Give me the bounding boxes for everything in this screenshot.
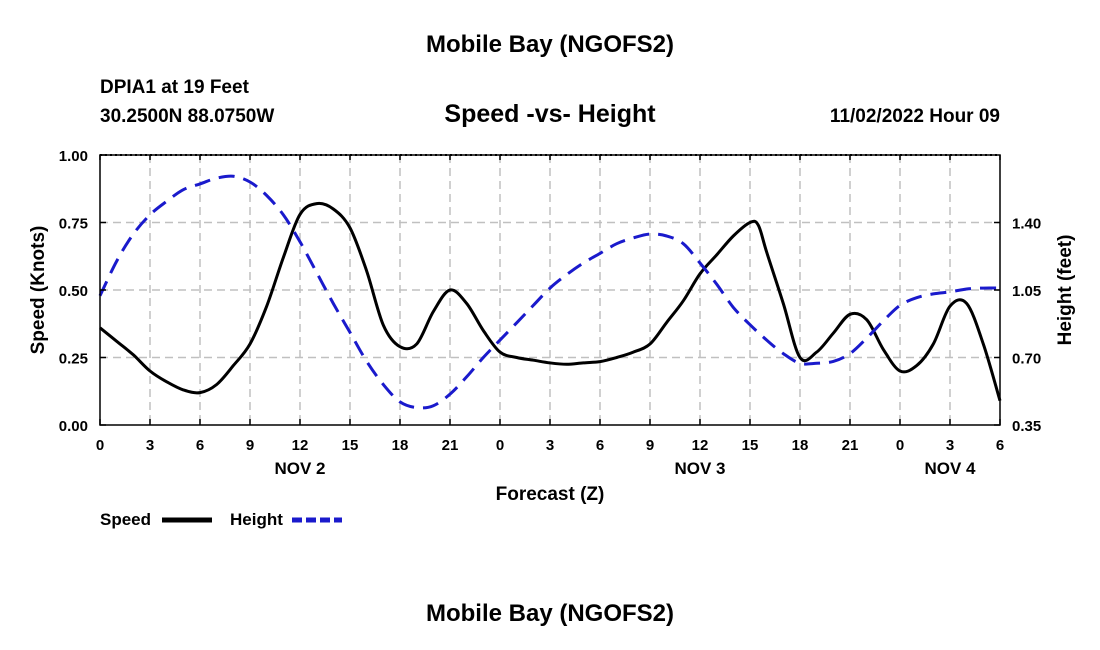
y2-tick-label: 0.70 — [1012, 351, 1041, 368]
y2-tick-label: 1.05 — [1012, 283, 1041, 300]
series-layer — [98, 174, 1002, 410]
x-tick-label: 18 — [392, 437, 409, 454]
legend-label-speed: Speed — [100, 510, 151, 529]
y-tick-label: 0.75 — [59, 216, 88, 233]
date-label: NOV 2 — [274, 459, 325, 478]
x-tick-label: 9 — [246, 437, 254, 454]
forecast-datetime: 11/02/2022 Hour 09 — [829, 106, 1000, 127]
y2-tick-label: 1.40 — [1012, 216, 1041, 233]
x-tick-label: 0 — [496, 437, 504, 454]
x-tick-label: 12 — [692, 437, 709, 454]
y-tick-label: 0.25 — [59, 351, 88, 368]
x-tick-label: 3 — [546, 437, 554, 454]
height-series-line — [98, 174, 1001, 410]
bottom-title: Mobile Bay (NGOFS2) — [425, 600, 675, 627]
x-tick-label: 21 — [442, 437, 459, 454]
x-tick-label: 6 — [196, 437, 204, 454]
y-axis-label: Speed (Knots) — [28, 226, 49, 355]
y-tick-label: 0.00 — [59, 418, 88, 435]
x-tick-label: 6 — [996, 437, 1004, 454]
x-axis-label: Forecast (Z) — [496, 484, 605, 505]
x-tick-label: 12 — [292, 437, 309, 454]
x-tick-label: 18 — [792, 437, 809, 454]
speed-series-line — [99, 201, 1002, 402]
x-tick-label: 6 — [596, 437, 604, 454]
y-tick-label: 0.50 — [59, 283, 88, 300]
x-tick-label: 3 — [946, 437, 954, 454]
coordinates-label: 30.2500N 88.0750W — [100, 106, 275, 127]
legend-label-height: Height — [230, 510, 283, 529]
x-tick-label: 21 — [842, 437, 859, 454]
y-tick-label: 1.00 — [59, 148, 88, 165]
legend: Speed Height — [100, 510, 342, 529]
x-tick-label: 15 — [742, 437, 759, 454]
axis-ticks: 0 3 6 9 12 15 18 21 0 3 6 9 12 15 18 21 0 3 6 NOV 2 NOV 3 NOV… — [59, 148, 1041, 478]
x-tick-label: 3 — [146, 437, 154, 454]
date-label: NOV 3 — [674, 459, 725, 478]
y2-tick-label: 0.35 — [1012, 418, 1041, 435]
x-tick-label: 9 — [646, 437, 654, 454]
x-tick-label: 0 — [896, 437, 904, 454]
main-title: Mobile Bay (NGOFS2) — [425, 31, 675, 58]
y2-axis-label: Height (feet) — [1055, 235, 1076, 346]
station-label: DPIA1 at 19 Feet — [100, 77, 249, 98]
x-tick-label: 0 — [96, 437, 104, 454]
x-tick-label: 15 — [342, 437, 359, 454]
date-label: NOV 4 — [924, 459, 976, 478]
chart-subtitle: Speed -vs- Height — [444, 100, 656, 128]
